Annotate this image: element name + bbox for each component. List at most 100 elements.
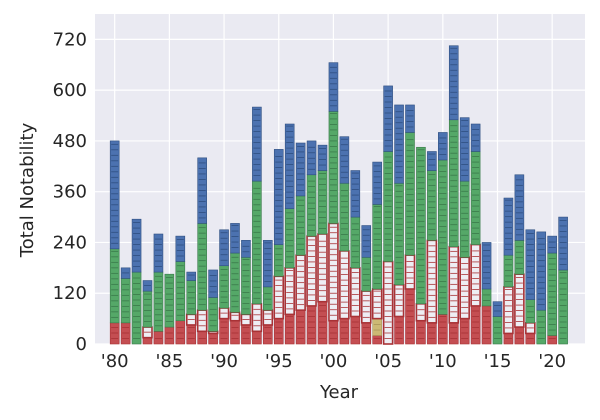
bar-segment <box>372 335 382 345</box>
bar-segment <box>252 331 262 345</box>
bar-segment <box>416 146 426 305</box>
bar-segment <box>350 170 361 218</box>
bar-segment <box>175 235 186 262</box>
bar-segment <box>525 229 536 300</box>
bar-segment <box>186 280 197 315</box>
x-tick-label: '15 <box>484 351 512 372</box>
bar-segment <box>339 136 350 184</box>
bar-segment <box>230 252 240 313</box>
bar-segment <box>514 240 525 275</box>
bar-segment <box>372 204 382 290</box>
bar-segment <box>416 320 426 345</box>
bar-segment <box>284 314 295 345</box>
bar-segment <box>219 229 229 267</box>
bar-segment <box>263 240 273 288</box>
x-tick-label: '10 <box>429 351 457 372</box>
bar-segment <box>459 318 470 345</box>
bar-segment <box>328 62 339 112</box>
bar-segment <box>361 256 372 292</box>
x-tick-label: '95 <box>265 351 293 372</box>
bar-segment <box>350 316 361 345</box>
bar-segment <box>284 123 295 209</box>
bar-segment <box>547 252 557 336</box>
bar-segment <box>394 182 404 286</box>
bar-segment <box>536 231 547 311</box>
bar-segment <box>230 223 240 254</box>
bar-segment <box>492 316 503 345</box>
bar-segment <box>503 254 514 288</box>
bar-segment <box>306 235 317 307</box>
bar-segment <box>339 182 350 252</box>
bar-segment <box>164 326 175 345</box>
bar-segment <box>208 297 218 332</box>
bar-segment <box>219 265 229 309</box>
bars <box>109 45 568 345</box>
bar-segment <box>273 244 284 277</box>
bar-segment <box>481 242 492 290</box>
bar-segment <box>175 320 186 345</box>
bar-segment <box>536 309 547 345</box>
bar-segment <box>306 174 317 237</box>
bar-segment <box>415 303 427 322</box>
y-tick-label: 120 <box>53 283 87 304</box>
bar-segment <box>360 290 372 324</box>
bar-segment <box>153 331 164 345</box>
bar-segment <box>230 320 240 345</box>
bar-segment <box>503 197 514 256</box>
bar-segment <box>547 235 557 254</box>
bar-segment <box>273 318 284 345</box>
bar-segment <box>186 271 197 281</box>
bar-segment <box>427 322 437 345</box>
bar-segment <box>317 233 328 303</box>
bar-segment <box>219 318 229 345</box>
bar-segment <box>470 243 481 307</box>
bar-segment <box>153 271 164 332</box>
bar-segment <box>273 149 284 245</box>
bar-segment <box>164 273 175 328</box>
bar-segment <box>405 104 415 133</box>
y-tick-label: 240 <box>53 232 87 253</box>
y-tick-label: 720 <box>53 29 87 50</box>
bar-segment <box>361 225 372 258</box>
bar-segment <box>284 208 295 269</box>
y-axis-label: Total Notability <box>17 122 38 258</box>
bar-segment <box>241 256 251 315</box>
bar-segment <box>547 335 557 345</box>
bar-segment <box>503 286 514 335</box>
bar-segment <box>273 275 285 320</box>
bar-segment <box>514 326 525 345</box>
bar-segment <box>306 140 317 176</box>
bar-segment <box>350 267 361 318</box>
x-axis-label: Year <box>319 382 359 403</box>
x-tick-label: '85 <box>155 351 183 372</box>
bar-segment <box>404 254 416 290</box>
y-tick-label: 360 <box>53 182 87 203</box>
x-tick-label: '90 <box>210 351 238 372</box>
bar-segment <box>131 218 142 273</box>
bar-segment <box>448 119 459 247</box>
bar-segment <box>459 256 470 320</box>
bar-segment <box>109 322 120 345</box>
bar-segment <box>371 288 383 320</box>
bar-segment <box>295 309 306 345</box>
bar-segment <box>207 330 219 335</box>
bar-segment <box>470 123 481 152</box>
bar-segment <box>317 170 328 235</box>
bar-segment <box>438 314 448 345</box>
bar-segment <box>295 142 306 197</box>
bar-segment <box>459 180 470 258</box>
bar-segment <box>263 286 273 311</box>
bar-segment <box>251 303 263 333</box>
bar-segment <box>492 301 503 317</box>
bar-segment <box>262 309 274 326</box>
x-tick-label: '00 <box>320 351 348 372</box>
bar-segment <box>372 161 382 205</box>
x-tick-label: '80 <box>101 351 129 372</box>
bar-segment <box>470 151 481 245</box>
bar-segment <box>208 269 218 298</box>
bar-segment <box>295 195 306 256</box>
bar-segment <box>120 322 131 345</box>
bar-segment <box>197 223 207 311</box>
bar-segment <box>284 267 295 316</box>
